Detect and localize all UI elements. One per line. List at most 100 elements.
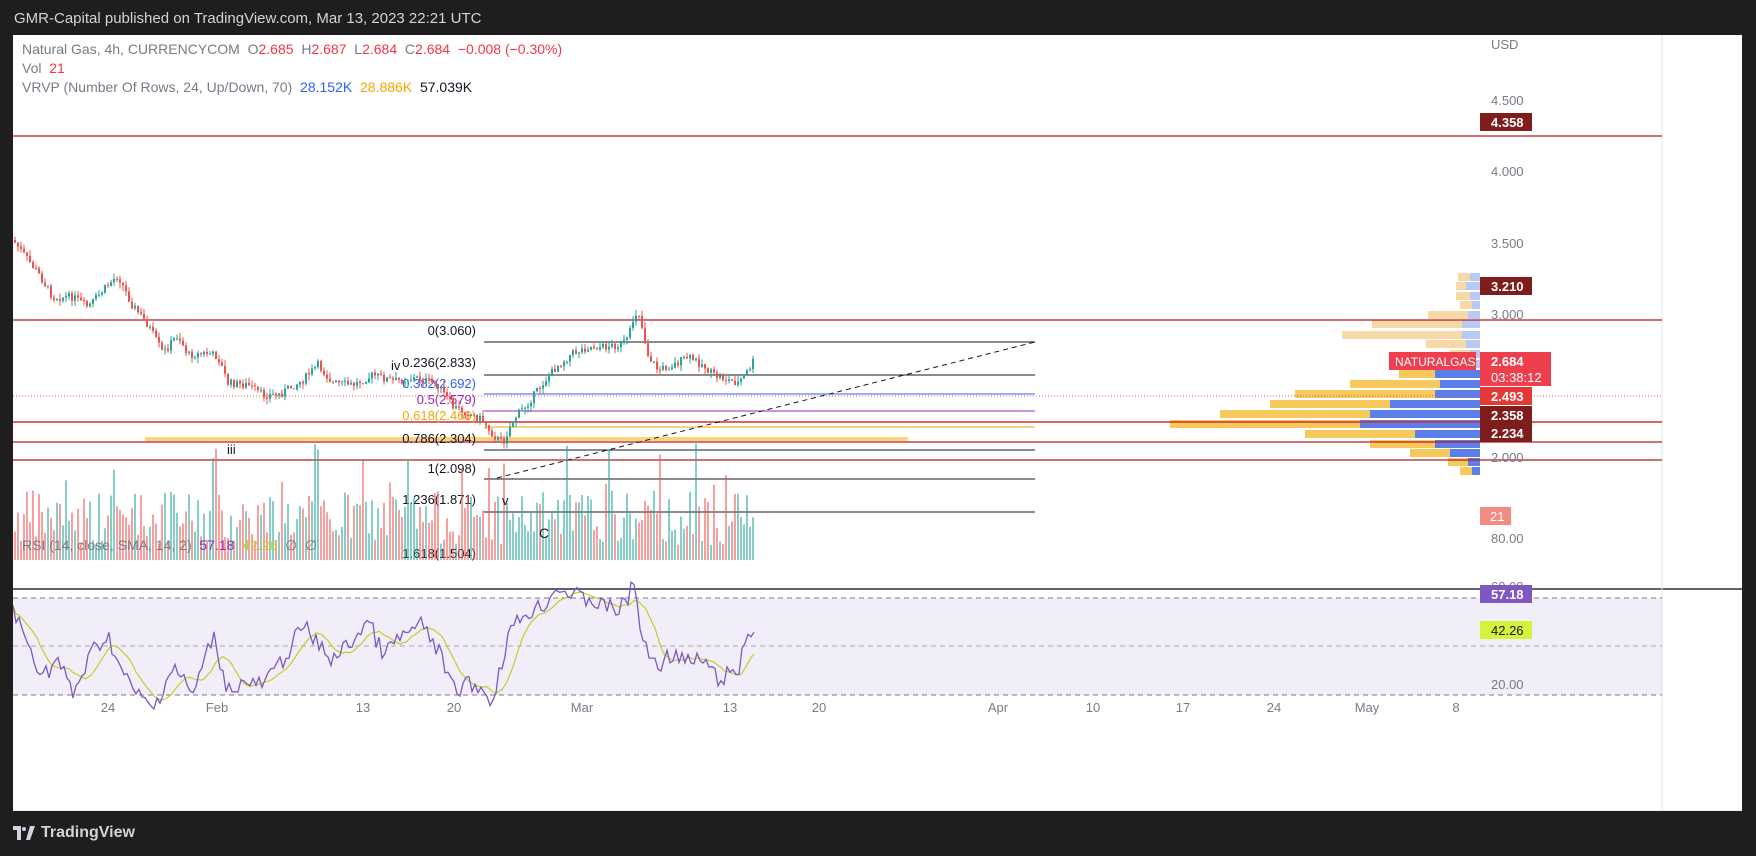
volume-bar (332, 531, 334, 560)
rsi-legend[interactable]: RSI (14, close, SMA, 14, 2) 57.18 42.26 … (22, 537, 317, 554)
candle-body (425, 378, 427, 383)
candle-body (554, 368, 556, 372)
volume-bar (284, 523, 286, 560)
fib-label-1: 1(2.098) (428, 461, 476, 476)
candle-body (143, 313, 145, 319)
volume-bar (560, 533, 562, 560)
volume-bar (326, 512, 328, 560)
candle-body (635, 315, 637, 322)
horizontal-levels[interactable] (13, 135, 1662, 461)
volume-bar (341, 526, 343, 560)
volume-bar (113, 469, 115, 560)
volume-bar (125, 517, 127, 560)
volume-bar (713, 484, 715, 560)
chart-area[interactable]: 0(3.060) 0.236(2.833) 0.382(2.692) 0.5(2… (13, 35, 1742, 811)
volume-bar (539, 503, 541, 560)
volume-bar (602, 541, 604, 560)
candle-body (95, 295, 97, 299)
volume-bar (593, 530, 595, 560)
chart-svg[interactable]: 0(3.060) 0.236(2.833) 0.382(2.692) 0.5(2… (13, 35, 1742, 811)
volume-bar (533, 531, 535, 560)
vol-value: 21 (49, 60, 65, 76)
volume-bar (194, 531, 196, 560)
volume-bar (614, 514, 616, 560)
candle-body (236, 381, 238, 388)
candle-body (569, 355, 571, 362)
volume-bar (632, 539, 634, 560)
candle-body (317, 361, 319, 368)
tradingview-logo[interactable]: TradingView (13, 824, 135, 842)
wave-label-iv[interactable]: iv (391, 358, 401, 373)
price-tick: 4.000 (1491, 164, 1524, 179)
volume-bar (107, 515, 109, 560)
candle-body (335, 380, 337, 383)
volume-bar (212, 458, 214, 560)
symbol-legend[interactable]: Natural Gas, 4h, CURRENCYCOM O2.685 H2.6… (22, 41, 562, 57)
candle-body (278, 393, 280, 396)
candle-body (23, 248, 25, 253)
volume-bar (704, 497, 706, 560)
candle-body (83, 300, 85, 302)
volume-bar (599, 539, 601, 560)
candle-body (698, 358, 700, 367)
candle-body (746, 370, 748, 375)
candle-body (572, 350, 574, 356)
rsi-sma-tag: 42.26 (1491, 623, 1524, 638)
wave-label-iii[interactable]: iii (227, 442, 236, 457)
volume-bar (674, 529, 676, 560)
low-label: L (354, 41, 363, 57)
vrvp-up-row (1435, 370, 1480, 378)
candle-body (305, 373, 307, 384)
candle-body (719, 375, 721, 378)
vrvp-up-row (1435, 390, 1480, 398)
volume-bar (71, 512, 73, 560)
time-axis[interactable]: 24 Feb 13 20 Mar 13 20 Apr 10 17 24 May … (101, 700, 1460, 715)
vrvp-down-row (1456, 282, 1466, 290)
volume-bar (578, 502, 580, 560)
candle-body (431, 378, 433, 383)
candle-body (380, 373, 382, 376)
rsi-line[interactable] (13, 581, 755, 711)
vrvp-up-row (1468, 458, 1480, 466)
candle-body (500, 436, 502, 439)
candle-body (26, 252, 28, 256)
candle-body (140, 312, 142, 314)
candle-body (665, 365, 667, 370)
volume-legend[interactable]: Vol 21 (22, 60, 65, 76)
volume-bar (404, 506, 406, 560)
volume-bar (644, 500, 646, 560)
vrvp-up-row (1370, 410, 1480, 418)
volume-bar (344, 492, 346, 560)
candle-body (725, 380, 727, 382)
volume-bar (620, 537, 622, 560)
candle-body (638, 315, 640, 317)
demand-zone[interactable] (145, 437, 908, 441)
candle-body (749, 369, 751, 371)
volume-bar (470, 496, 472, 560)
candle-body (227, 373, 229, 385)
volume-bar (92, 540, 94, 560)
volume-bar (491, 539, 493, 560)
rsi-sma-line[interactable] (13, 591, 755, 701)
volume-bar (545, 536, 547, 560)
vrvp-up-row (1390, 400, 1480, 408)
wave-label-v[interactable]: v (502, 493, 509, 508)
vrvp-up-row (1466, 340, 1480, 348)
candle-body (497, 436, 499, 440)
vrvp-legend[interactable]: VRVP (Number Of Rows, 24, Up/Down, 70) 2… (22, 79, 472, 95)
candle-body (116, 278, 118, 280)
vrvp-down-row (1456, 292, 1470, 300)
candle-body (482, 415, 484, 422)
price-axis[interactable]: USD 4.500 4.000 3.500 3.000 2.000 (1491, 37, 1524, 465)
wave-label-c[interactable]: C (539, 525, 549, 541)
fibonacci-retracement[interactable]: 0(3.060) 0.236(2.833) 0.382(2.692) 0.5(2… (402, 323, 1035, 561)
candlesticks[interactable] (14, 236, 754, 449)
fib-label-1236: 1.236(1.871) (402, 492, 476, 507)
volume-bar (641, 519, 643, 560)
candle-body (707, 368, 709, 373)
trend-line[interactable] (496, 341, 1036, 479)
volume-bar (140, 495, 142, 560)
rsi-axis[interactable]: 80.00 60.00 20.00 57.18 42.26 (1480, 531, 1532, 692)
candle-body (65, 296, 67, 298)
volume-bar (224, 537, 226, 560)
